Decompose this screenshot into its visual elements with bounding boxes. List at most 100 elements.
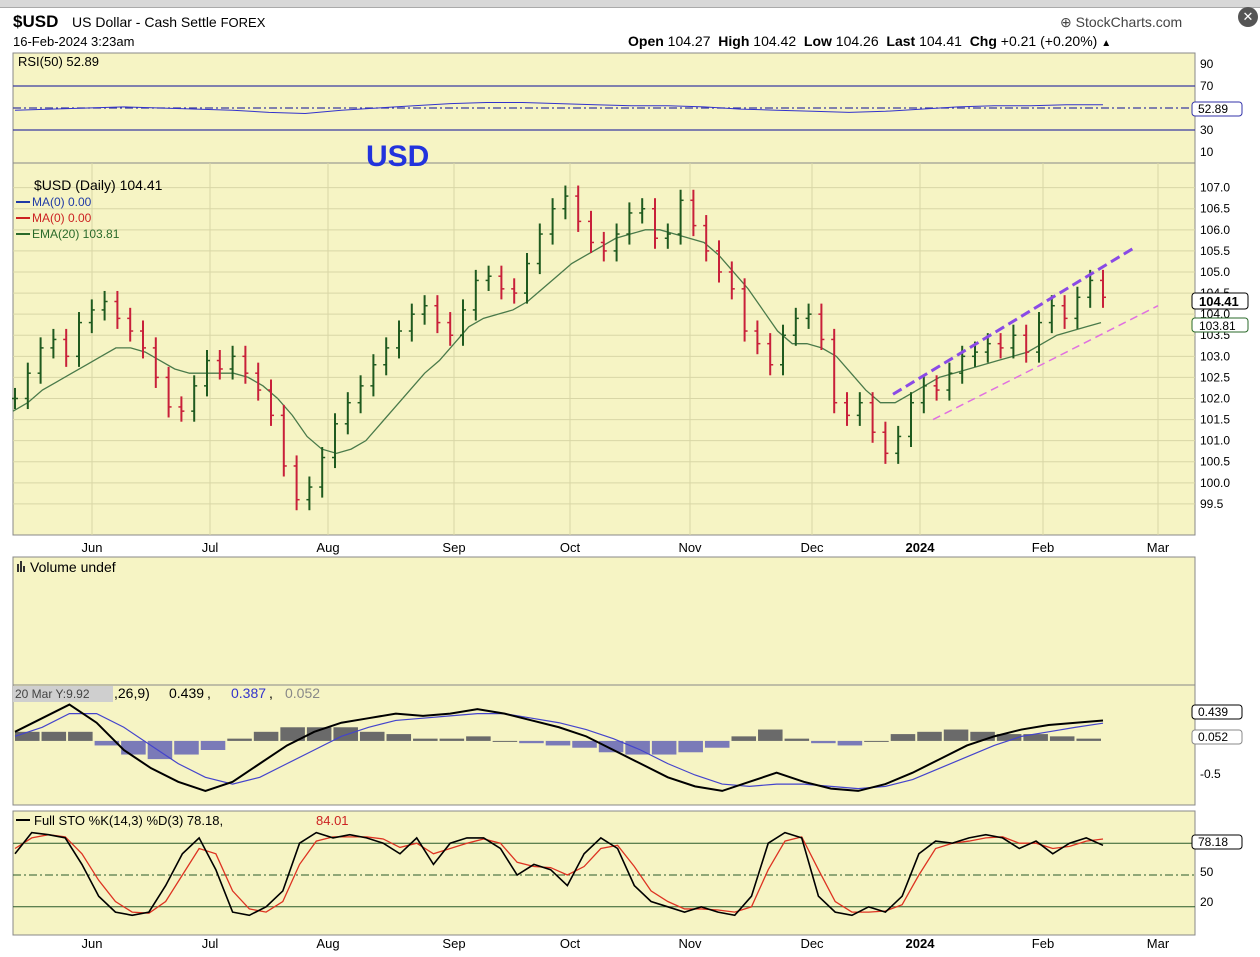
macd-histogram-bar (386, 734, 412, 741)
macd-histogram-bar (121, 740, 146, 755)
macd-histogram-bar (678, 740, 703, 753)
macd-histogram-bar (466, 736, 491, 741)
macd-histogram-bar (200, 740, 226, 750)
volume-panel (12, 556, 1196, 686)
macd-signal-line (14, 713, 1104, 790)
price-tick-label: 100.5 (1200, 455, 1230, 469)
svg-text:,: , (207, 685, 211, 701)
svg-text:0.052: 0.052 (1198, 730, 1228, 744)
x-axis-label: Oct (560, 540, 581, 555)
price-legend-entry: MA(0) 0.00 (32, 211, 92, 225)
price-tick-label: 103.0 (1200, 349, 1230, 363)
svg-text:0.439: 0.439 (1198, 705, 1228, 719)
rsi-tick-label: 70 (1200, 79, 1214, 93)
price-tick-label: 102.0 (1200, 391, 1230, 405)
sto-d-line (14, 834, 1104, 914)
rsi-tick-label: 10 (1200, 145, 1214, 159)
x-axis-label: Nov (678, 936, 702, 951)
price-panel (12, 162, 1196, 536)
macd-histogram-bar (15, 731, 40, 741)
price-legend-entry: EMA(20) 103.81 (32, 227, 120, 241)
price-tick-label: 105.0 (1200, 265, 1230, 279)
x-axis-label: Aug (316, 540, 339, 555)
macd-histogram-bar (651, 740, 677, 755)
svg-text:Full STO %K(14,3) %D(3) 78.18,: Full STO %K(14,3) %D(3) 78.18, (34, 813, 223, 828)
price-tick-label: 100.0 (1200, 476, 1230, 490)
macd-value-tag: 0.439 (1191, 704, 1243, 720)
price-tick-label: 106.0 (1200, 223, 1230, 237)
x-axis-label: Jul (202, 936, 219, 951)
macd-histogram-bar (704, 740, 730, 748)
brand-logo[interactable]: ⊕ StockCharts.com (1060, 14, 1183, 30)
macd-histogram-bar (970, 731, 995, 741)
macd-histogram-bar (147, 740, 173, 760)
macd-histogram-bar (280, 727, 305, 741)
macd-histogram-bar (413, 738, 438, 741)
macd-histogram-bar (864, 740, 889, 742)
volume-icon (17, 561, 25, 572)
macd-histogram-bar (306, 727, 332, 741)
svg-text:0.387: 0.387 (231, 685, 266, 701)
price-legend-entry: MA(0) 0.00 (32, 195, 92, 209)
svg-text:104.41: 104.41 (1199, 294, 1239, 309)
usd-annotation: USD (366, 140, 429, 173)
macd-histogram-bar (1023, 734, 1048, 741)
macd-histogram-bar (519, 740, 544, 744)
macd-histogram-bar (943, 729, 969, 741)
macd-hist-tag: 0.052 (1191, 729, 1243, 745)
x-axis-label: Jun (82, 540, 103, 555)
upper-channel-line (892, 245, 1137, 396)
close-icon[interactable]: ✕ (1238, 7, 1258, 27)
macd-histogram-bar (996, 734, 1022, 741)
macd-histogram-bar (359, 731, 385, 741)
x-axis-label: Jul (202, 540, 219, 555)
price-legend: $USD (Daily) 104.41 MA(0) 0.00 MA(0) 0.00 E… (16, 177, 163, 241)
macd-histogram-bar (758, 729, 783, 741)
rsi-value-tag: 52.89 (1191, 101, 1243, 117)
lower-channel-line (932, 305, 1159, 421)
sto-tick-20: 20 (1200, 895, 1214, 909)
svg-text:20 Mar Y:9.92: 20 Mar Y:9.92 (15, 687, 90, 701)
macd-line (14, 703, 1104, 792)
browser-tab-strip (0, 0, 1260, 8)
macd-histogram-bar (41, 731, 67, 741)
stochastic-legend: Full STO %K(14,3) %D(3) 78.18, 84.01 (16, 813, 349, 828)
x-axis-label: Aug (316, 936, 339, 951)
x-axis-label: Sep (442, 540, 465, 555)
sto-tick-50: 50 (1200, 865, 1214, 879)
svg-text:52.89: 52.89 (1198, 102, 1228, 116)
macd-histogram-bar (1076, 738, 1101, 741)
price-tick-label: 105.5 (1200, 244, 1230, 258)
macd-histogram-bar (837, 740, 863, 746)
svg-text:0.052: 0.052 (285, 685, 320, 701)
x-axis-label: Feb (1032, 936, 1054, 951)
svg-text:0.439: 0.439 (169, 685, 204, 701)
svg-text:103.81: 103.81 (1199, 319, 1236, 333)
macd-histogram-bar (227, 738, 252, 741)
macd-histogram-bar (917, 731, 942, 741)
rsi-series-line (14, 102, 1103, 115)
price-legend-entry: $USD (Daily) 104.41 (34, 177, 163, 193)
macd-histogram-bar (253, 731, 279, 741)
price-tick-label: 101.5 (1200, 413, 1230, 427)
macd-histogram-bar (492, 740, 518, 742)
ohlc-readout: Open 104.27 High 104.42 Low 104.26 Last … (628, 33, 1112, 49)
macd-histogram-bar (731, 736, 757, 741)
x-axis-label: Mar (1147, 540, 1170, 555)
symbol: $USD (13, 12, 59, 31)
price-tick-label: 102.5 (1200, 370, 1230, 384)
macd-histogram-bar (598, 740, 624, 753)
x-axis-label: Feb (1032, 540, 1054, 555)
ema20-line (12, 229, 1102, 454)
svg-text:78.18: 78.18 (1198, 835, 1228, 849)
macd-histogram-bar (1049, 736, 1075, 741)
macd-histogram-bar (784, 738, 810, 741)
volume-legend: Volume undef (30, 559, 116, 575)
svg-text:84.01: 84.01 (316, 813, 349, 828)
svg-text:,26,9): ,26,9) (114, 685, 150, 701)
x-axis-label: Dec (800, 936, 824, 951)
x-axis-label: Sep (442, 936, 465, 951)
svg-text:,: , (269, 685, 273, 701)
sto-k-line (14, 831, 1104, 917)
